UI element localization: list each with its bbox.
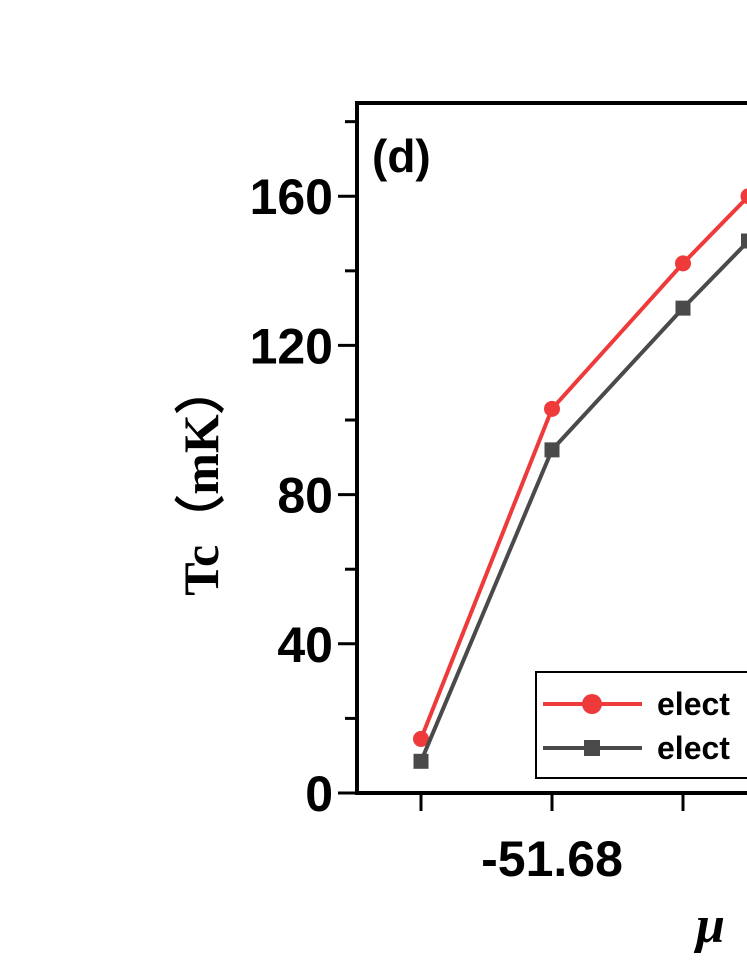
- data-point-circle: [544, 400, 560, 417]
- x-tick-label: -51.68: [481, 831, 623, 887]
- y-tick-label: 120: [250, 318, 333, 374]
- legend-marker-square: [584, 740, 600, 756]
- data-point-square: [544, 442, 560, 458]
- data-point-square: [413, 753, 429, 769]
- data-point-circle: [675, 255, 691, 272]
- legend-marker-circle: [582, 694, 602, 714]
- series-line-square: [419, 239, 747, 763]
- data-point-square: [741, 233, 747, 249]
- panel-label: (d): [372, 130, 431, 182]
- legend-box: [535, 671, 747, 779]
- y-tick-label: 40: [277, 617, 333, 673]
- legend: elect elect: [535, 671, 747, 779]
- data-point-circle: [413, 730, 429, 747]
- y-tick-label: 160: [250, 169, 333, 225]
- plot-frame: [355, 101, 747, 795]
- series-line-circle: [419, 194, 747, 740]
- y-tick-label: 80: [277, 468, 333, 524]
- data-point-square: [675, 300, 691, 316]
- y-axis-label: Tc（mK）: [173, 364, 229, 596]
- y-tick-label: 0: [305, 766, 333, 822]
- legend-label-red: elect: [657, 686, 730, 722]
- data-point-circle: [740, 188, 747, 205]
- x-axis-label: μ: [693, 897, 725, 954]
- legend-label-gray: elect: [657, 730, 730, 766]
- series-layer: [413, 188, 747, 769]
